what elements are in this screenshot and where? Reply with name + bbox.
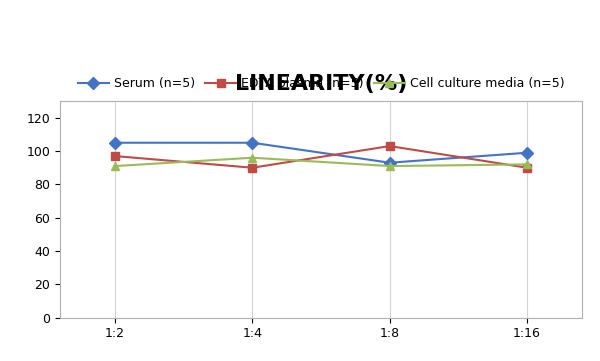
Cell culture media (n=5) <box>386 164 393 168</box>
Line: Cell culture media (n=5): Cell culture media (n=5) <box>111 153 531 170</box>
Cell culture media (n=5) <box>523 162 530 166</box>
Cell culture media (n=5) <box>112 164 119 168</box>
Line: EDTA plasma (n=5): EDTA plasma (n=5) <box>111 142 531 172</box>
EDTA plasma (n=5) <box>523 166 530 170</box>
Cell culture media (n=5) <box>249 156 256 160</box>
EDTA plasma (n=5) <box>112 154 119 158</box>
Serum (n=5) <box>386 161 393 165</box>
Legend: Serum (n=5), EDTA plasma (n=5), Cell culture media (n=5): Serum (n=5), EDTA plasma (n=5), Cell cul… <box>77 78 565 91</box>
Line: Serum (n=5): Serum (n=5) <box>111 139 531 167</box>
Serum (n=5) <box>249 140 256 145</box>
Serum (n=5) <box>523 151 530 155</box>
EDTA plasma (n=5) <box>249 166 256 170</box>
EDTA plasma (n=5) <box>386 144 393 148</box>
Serum (n=5) <box>112 140 119 145</box>
Title: LINEARITY(%): LINEARITY(%) <box>235 74 407 94</box>
